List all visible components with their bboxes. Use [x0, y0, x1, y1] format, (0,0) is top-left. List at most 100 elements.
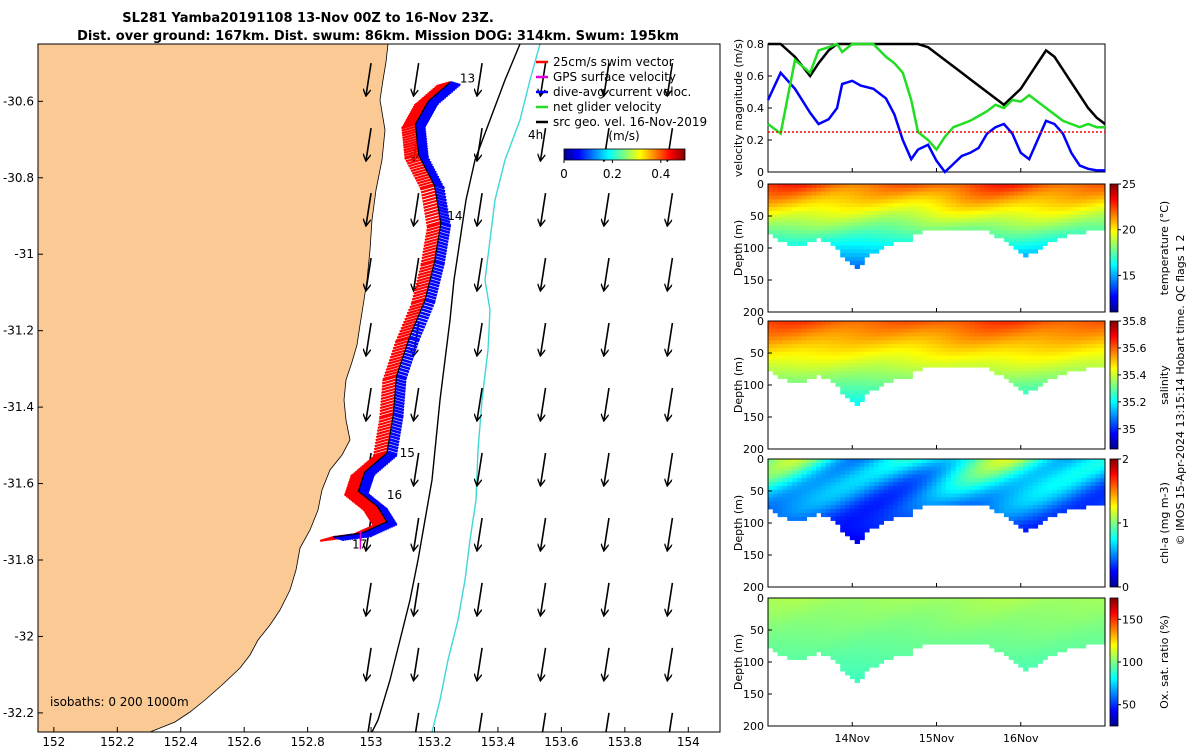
section-cell [1042, 214, 1048, 220]
section-cell [1023, 640, 1029, 645]
dive-avg-current [430, 178, 442, 184]
section-cell [946, 226, 952, 231]
section-cell [782, 203, 788, 208]
section-cell [845, 355, 851, 360]
section-cell [1013, 332, 1019, 337]
section-cell [845, 524, 851, 529]
colorbar-gradient [563, 148, 686, 161]
section-cell [878, 370, 885, 376]
section-cell [830, 187, 836, 193]
section-cell [893, 344, 899, 349]
section-cell [941, 613, 947, 618]
section-cell [1061, 203, 1067, 208]
swim-vector [395, 335, 411, 342]
section-cell [1095, 359, 1101, 364]
section-cell [1003, 474, 1010, 479]
dive-avg-current [381, 456, 392, 462]
section-cell [787, 478, 793, 483]
swim-vector [383, 370, 399, 378]
section-cell [869, 501, 875, 506]
section-cell [854, 617, 860, 622]
section-cell [835, 655, 841, 660]
section-colorbar-label: 50 [1122, 699, 1136, 712]
section-cell [888, 482, 894, 487]
section-cell [772, 605, 779, 611]
section-cell [975, 482, 981, 487]
section-cell [1018, 459, 1024, 464]
section-cell [883, 351, 889, 357]
section-cell [806, 324, 812, 330]
section-cell [950, 613, 957, 618]
section-cell [772, 474, 779, 479]
section-cell [902, 482, 909, 487]
section-cell [1071, 640, 1077, 645]
section-cell [965, 613, 971, 618]
section-cell [1090, 601, 1096, 607]
section-cell [772, 647, 779, 653]
section-cell [1023, 508, 1029, 514]
section-cell [917, 489, 923, 495]
section-cell [1080, 355, 1087, 360]
section-cell [999, 482, 1005, 487]
section-cell [917, 621, 923, 626]
section-cell [1037, 516, 1043, 521]
section-cell [1047, 222, 1053, 227]
section-cell [883, 478, 889, 483]
section-cell [979, 466, 986, 472]
section-cell [1095, 640, 1101, 645]
section-cell [1042, 370, 1048, 376]
section-cell [946, 203, 952, 208]
section-cell [931, 222, 937, 227]
section-cell [917, 601, 923, 607]
map-xtick-label: 152 [42, 735, 65, 749]
section-cell [878, 613, 885, 618]
swim-vector [401, 128, 417, 135]
section-cell [835, 609, 841, 614]
section-cell [1047, 340, 1053, 345]
section-cell [854, 324, 860, 330]
section-cell [864, 370, 870, 376]
swim-vector [420, 259, 436, 266]
swim-vector [363, 505, 378, 512]
section-cell [825, 355, 832, 360]
section-cell [1013, 624, 1019, 630]
current-vector [477, 387, 483, 420]
section-cell [849, 601, 856, 607]
swim-vector [421, 253, 437, 260]
section-cell [917, 340, 923, 345]
section-cell [1052, 344, 1058, 349]
section-cell [792, 374, 798, 380]
section-cell [999, 624, 1005, 630]
section-cell [1100, 359, 1106, 364]
section-cell [1042, 321, 1048, 326]
dive-avg-current [382, 522, 394, 528]
section-cell [1037, 617, 1043, 622]
swim-vector [350, 471, 366, 478]
section-cell [1090, 207, 1096, 212]
section-cell [1066, 601, 1072, 607]
section-cell [955, 191, 962, 197]
section-cell [893, 482, 899, 487]
legend-label: dive-avg current veloc. [553, 85, 691, 99]
dive-avg-current [394, 390, 406, 397]
section-cell [1027, 214, 1034, 220]
section-cell [1023, 621, 1029, 626]
section-cell [1013, 241, 1019, 246]
swim-vector [391, 346, 407, 353]
section-cell [975, 210, 981, 216]
section-cell [782, 462, 788, 468]
section-cell [796, 651, 803, 657]
section-cell [994, 632, 1000, 637]
section-cell [1076, 340, 1082, 345]
section-cell [1085, 328, 1092, 334]
section-cell [873, 328, 880, 334]
section-cell [1037, 644, 1043, 649]
section-cell [840, 659, 846, 664]
swim-vector [377, 422, 393, 429]
section-cell [941, 222, 947, 227]
section-cell [912, 470, 918, 475]
section-cell [840, 340, 846, 345]
section-cell [1027, 640, 1034, 645]
section-cell [772, 462, 779, 468]
section-cell [840, 386, 846, 391]
